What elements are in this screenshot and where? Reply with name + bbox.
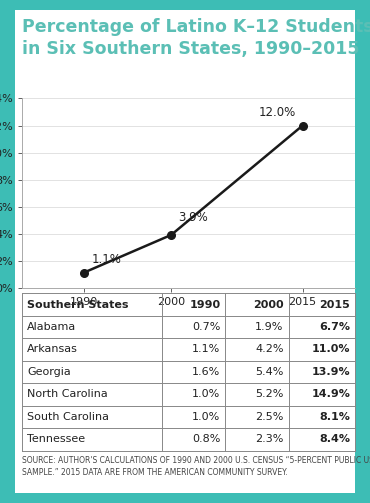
Text: 1990: 1990 (189, 300, 221, 309)
Text: Percentage of Latino K–12 Students
in Six Southern States, 1990–2015: Percentage of Latino K–12 Students in Si… (22, 18, 370, 58)
Text: Arkansas: Arkansas (27, 345, 78, 355)
Text: 0.7%: 0.7% (192, 322, 221, 332)
Text: 1.0%: 1.0% (192, 412, 221, 422)
Text: Alabama: Alabama (27, 322, 77, 332)
Text: 5.4%: 5.4% (255, 367, 284, 377)
Text: 13.9%: 13.9% (312, 367, 350, 377)
Text: 4.2%: 4.2% (255, 345, 284, 355)
Text: Georgia: Georgia (27, 367, 71, 377)
Text: 8.4%: 8.4% (319, 434, 350, 444)
Text: SOURCE: AUTHOR'S CALCULATIONS OF 1990 AND 2000 U.S. CENSUS “5-PERCENT PUBLIC USE: SOURCE: AUTHOR'S CALCULATIONS OF 1990 AN… (22, 456, 370, 477)
Text: 14.9%: 14.9% (311, 389, 350, 399)
Text: 2015: 2015 (319, 300, 350, 309)
Text: 2.5%: 2.5% (255, 412, 284, 422)
Text: 1.1%: 1.1% (92, 253, 122, 266)
Text: 6.7%: 6.7% (319, 322, 350, 332)
Text: 0.8%: 0.8% (192, 434, 221, 444)
Text: South Carolina: South Carolina (27, 412, 109, 422)
Text: North Carolina: North Carolina (27, 389, 108, 399)
Text: 1.1%: 1.1% (192, 345, 221, 355)
Text: 1.9%: 1.9% (255, 322, 284, 332)
Text: 12.0%: 12.0% (258, 106, 295, 119)
Text: 3.9%: 3.9% (178, 211, 208, 224)
Text: 2.3%: 2.3% (255, 434, 284, 444)
Text: 5.2%: 5.2% (255, 389, 284, 399)
Text: 1.0%: 1.0% (192, 389, 221, 399)
Text: 1.6%: 1.6% (192, 367, 221, 377)
Text: Southern States: Southern States (27, 300, 129, 309)
Text: Tennessee: Tennessee (27, 434, 85, 444)
Text: 2000: 2000 (253, 300, 284, 309)
Text: 11.0%: 11.0% (312, 345, 350, 355)
Text: 8.1%: 8.1% (319, 412, 350, 422)
